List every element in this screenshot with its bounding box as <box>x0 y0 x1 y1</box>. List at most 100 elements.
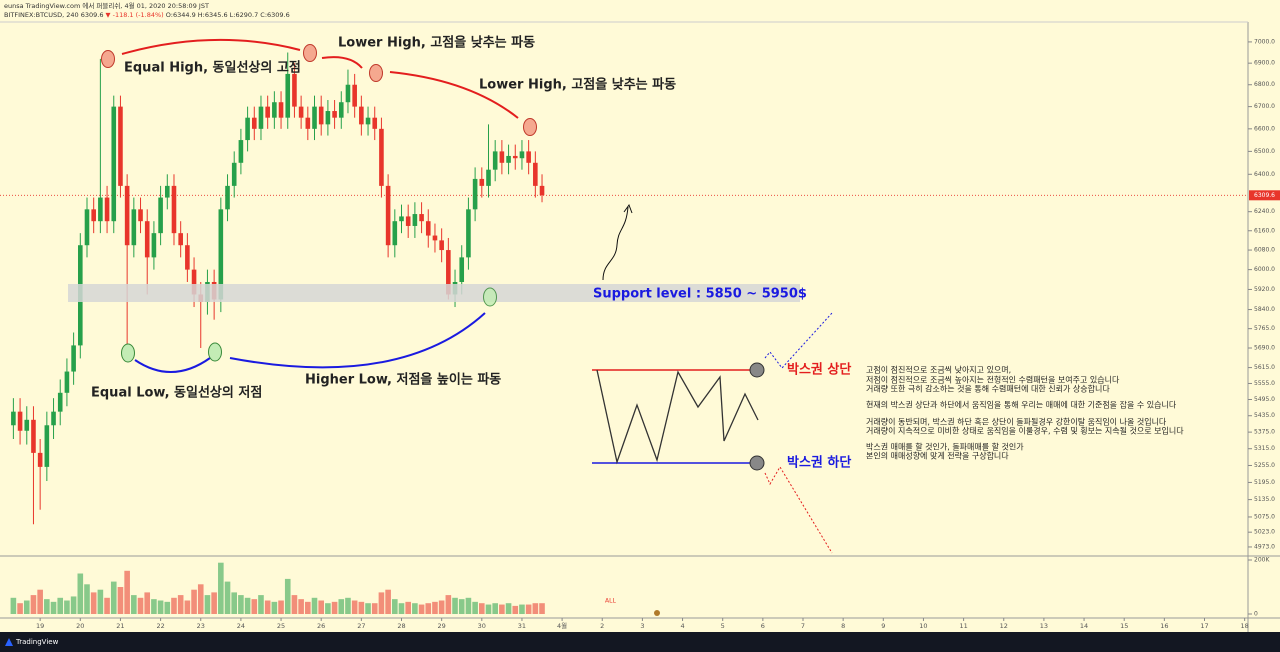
y-tick-label: 5023.0 <box>1254 529 1275 536</box>
volume-bar <box>191 589 197 614</box>
volume-bar <box>37 589 43 614</box>
candle-body <box>338 102 344 118</box>
x-tick-label: 5 <box>721 622 725 630</box>
volume-bar <box>97 589 104 614</box>
x-tick-label: 7 <box>801 622 805 630</box>
y-tick-label: 6240.0 <box>1254 208 1275 215</box>
candle-body <box>419 214 424 222</box>
symbol-line: BITFINEX:BTCUSD, 240 6309.6 ▼ -118.1 (-1… <box>4 11 290 19</box>
volume-bar <box>57 597 64 614</box>
y-tick-label: 6900.0 <box>1254 60 1275 67</box>
volume-bar <box>110 581 117 614</box>
candle-body <box>292 73 297 107</box>
x-tick-label: 20 <box>76 622 84 630</box>
volume-bar <box>144 592 151 614</box>
note: 현재의 박스권 상단과 하단에서 움직임을 통해 우리는 매매에 대한 기준점을… <box>866 400 1177 410</box>
red-arc <box>121 38 301 55</box>
volume-tick-label: 0 <box>1254 611 1258 618</box>
note: 본인의 매매성향에 맞게 전략을 구상합니다 <box>866 451 1009 461</box>
volume-bar <box>77 573 84 614</box>
low-marker <box>208 342 222 362</box>
candle-body <box>312 106 317 129</box>
volume-bar <box>151 599 157 614</box>
candle-body <box>37 452 43 467</box>
volume-bar <box>331 601 338 614</box>
candle-body <box>185 245 190 270</box>
candle-body <box>405 216 411 226</box>
candle-body <box>533 162 538 186</box>
volume-bar <box>291 595 298 614</box>
volume-bar <box>345 597 351 614</box>
y-tick-label: 6600.0 <box>1254 125 1275 132</box>
volume-bar <box>17 603 23 614</box>
volume-bar <box>512 605 519 614</box>
drawings <box>68 38 833 616</box>
note: 저점이 점진적으로 조금씩 높아지는 전형적인 수렴패턴을 보여주고 있습니다 <box>866 375 1120 385</box>
footer-bar <box>0 632 1280 652</box>
notes: 고점이 점진적으로 조금씩 낮아지고 있으며, 저점이 점진적으로 조금씩 높아… <box>866 365 1184 461</box>
x-tick-label: 4월 <box>557 621 567 630</box>
x-tick-label: 13 <box>1040 622 1048 630</box>
high-marker <box>101 50 115 68</box>
candle-body <box>392 221 398 246</box>
candle-body <box>144 221 150 258</box>
y-tick-label: 6000.0 <box>1254 266 1275 273</box>
candle-body <box>245 117 250 141</box>
y-tick-label: 5920.0 <box>1254 286 1275 293</box>
candle-body <box>57 392 63 412</box>
candle-body <box>439 240 444 251</box>
y-tick-label: 5435.0 <box>1254 412 1275 419</box>
candle-body <box>164 185 170 198</box>
volume-bar <box>418 604 425 614</box>
x-tick-label: 25 <box>277 622 285 630</box>
candle-body <box>385 185 391 246</box>
volume-bar <box>505 603 512 614</box>
candle-body <box>506 155 511 163</box>
x-tick-label: 28 <box>397 622 405 630</box>
candle-body <box>492 151 498 170</box>
logo <box>5 638 13 646</box>
zigzag <box>596 369 759 465</box>
candle-body <box>425 221 431 236</box>
volume-bar <box>479 603 485 614</box>
volume-bar <box>485 604 492 614</box>
candle-body <box>118 106 123 186</box>
volume-bar <box>10 597 17 614</box>
candle-body <box>446 250 451 295</box>
candle-body <box>325 111 331 125</box>
x-tick-label: 27 <box>357 622 365 630</box>
volume-bar <box>405 601 411 614</box>
blue-arc <box>134 357 211 373</box>
candle-body <box>251 117 257 129</box>
x-tick-label: 9 <box>881 622 885 630</box>
volume-bar <box>104 597 110 614</box>
volume-bar <box>184 600 191 614</box>
annotation: Equal Low, 동일선상의 저점 <box>91 385 262 401</box>
brand[interactable]: TradingView <box>15 638 59 646</box>
candle-body <box>84 209 90 246</box>
last-price-box <box>1249 190 1280 201</box>
candle-body <box>512 155 518 159</box>
candle-body <box>372 117 378 129</box>
y-tick-label: 5315.0 <box>1254 445 1275 452</box>
candle-body <box>218 209 224 300</box>
volume-bar <box>338 599 345 614</box>
volume-bar <box>398 603 405 614</box>
volume-bar <box>90 592 97 614</box>
symbol: BITFINEX:BTCUSD, 240 <box>4 11 79 19</box>
y-tick-label: 6500.0 <box>1254 148 1275 155</box>
candle-body <box>258 106 264 129</box>
candle-body <box>486 169 491 186</box>
volume-bar <box>64 600 70 614</box>
volume-bar <box>425 603 432 614</box>
low-marker <box>121 343 135 363</box>
volume-bar <box>264 600 271 614</box>
annotation: Higher Low, 저점을 높이는 파동 <box>305 372 501 388</box>
breakout-down <box>764 466 833 554</box>
x-tick-label: 3 <box>640 622 644 630</box>
volume-bar <box>305 601 311 614</box>
x-tick-label: 10 <box>919 622 927 630</box>
volume-bar <box>70 596 77 614</box>
note: 거래량 또한 극히 감소하는 것을 통해 수렴패턴에 대한 신뢰가 상승합니다 <box>866 384 1110 394</box>
